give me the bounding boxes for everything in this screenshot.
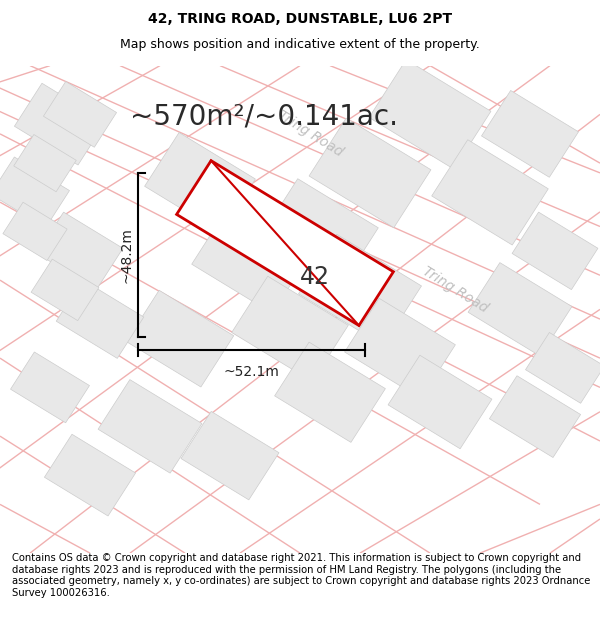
Polygon shape [56, 280, 144, 358]
Polygon shape [275, 342, 385, 442]
Polygon shape [37, 212, 123, 289]
Polygon shape [11, 352, 89, 422]
Polygon shape [344, 298, 455, 399]
Polygon shape [232, 276, 348, 381]
Polygon shape [468, 262, 572, 356]
Polygon shape [192, 208, 308, 313]
Polygon shape [145, 132, 256, 232]
Polygon shape [526, 332, 600, 403]
Polygon shape [126, 290, 234, 387]
Text: Tring Road: Tring Road [275, 108, 345, 159]
Polygon shape [369, 59, 491, 169]
Polygon shape [309, 118, 431, 228]
Text: 42: 42 [300, 265, 330, 289]
Polygon shape [14, 134, 76, 192]
Polygon shape [388, 355, 492, 449]
Text: Contains OS data © Crown copyright and database right 2021. This information is : Contains OS data © Crown copyright and d… [12, 553, 590, 598]
Polygon shape [490, 376, 581, 458]
Polygon shape [44, 434, 136, 516]
Polygon shape [299, 234, 421, 346]
Polygon shape [3, 202, 67, 261]
Polygon shape [181, 411, 279, 500]
Polygon shape [0, 157, 70, 228]
Polygon shape [262, 179, 378, 284]
Polygon shape [14, 83, 106, 165]
Polygon shape [31, 259, 99, 321]
Text: ~570m²/~0.141ac.: ~570m²/~0.141ac. [130, 102, 398, 131]
Text: Map shows position and indicative extent of the property.: Map shows position and indicative extent… [120, 38, 480, 51]
Text: ~52.1m: ~52.1m [224, 365, 280, 379]
Text: 42, TRING ROAD, DUNSTABLE, LU6 2PT: 42, TRING ROAD, DUNSTABLE, LU6 2PT [148, 12, 452, 26]
Polygon shape [98, 379, 202, 473]
Polygon shape [512, 212, 598, 289]
Text: ~48.2m: ~48.2m [119, 227, 133, 282]
Text: Tring Road: Tring Road [420, 264, 490, 316]
Polygon shape [43, 81, 116, 148]
Polygon shape [482, 91, 578, 178]
Polygon shape [176, 161, 394, 326]
Polygon shape [432, 140, 548, 245]
